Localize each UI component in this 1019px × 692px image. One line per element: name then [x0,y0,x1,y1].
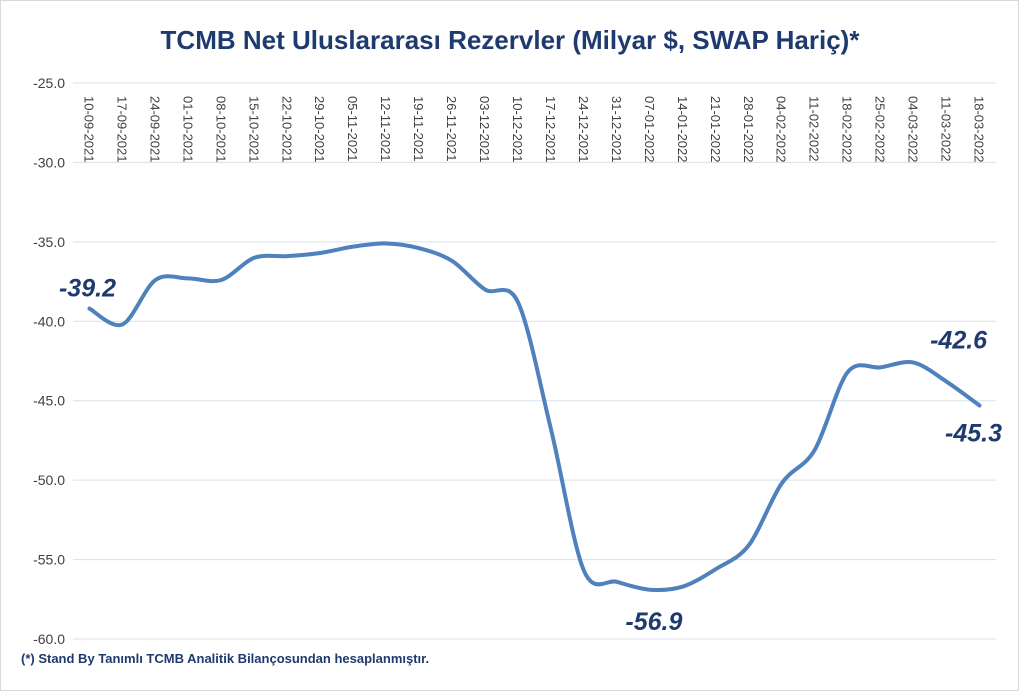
data-label: -39.2 [59,275,116,303]
y-tick-label: -45.0 [33,393,65,409]
x-tick-label: 17-09-2021 [114,96,129,163]
x-tick-label: 04-02-2022 [774,96,789,163]
x-tick-label: 24-09-2021 [147,96,162,163]
x-tick-label: 24-12-2021 [576,96,591,163]
x-tick-label: 21-01-2022 [708,96,723,163]
x-tick-label: 11-03-2022 [939,96,954,162]
data-labels: -39.2 -56.9 -42.6 -45.3 [59,275,1002,636]
y-tick-label: -60.0 [33,631,65,647]
x-tick-label: 29-10-2021 [312,96,327,163]
x-tick-label: 18-03-2022 [972,96,987,162]
y-axis-ticks: -25.0 -30.0 -35.0 -40.0 -45.0 -50.0 -55.0 -60.0 [33,75,65,647]
x-tick-label: 07-01-2022 [642,96,657,163]
chart-title: TCMB Net Uluslararası Rezervler (Milyar … [161,25,861,55]
x-tick-label: 12-11-2021 [378,96,393,162]
x-tick-label: 25-02-2022 [873,96,888,163]
y-tick-label: -50.0 [33,472,65,488]
x-tick-label: 18-02-2022 [840,96,855,163]
x-tick-label: 17-12-2021 [543,96,558,163]
x-tick-label: 05-11-2021 [345,96,360,162]
x-tick-label: 10-12-2021 [510,96,525,163]
footnote: (*) Stand By Tanımlı TCMB Analitik Bilan… [21,651,429,666]
data-label: -56.9 [625,608,682,636]
x-tick-label: 26-11-2021 [444,96,459,162]
x-axis-ticks: 10-09-2021 17-09-2021 24-09-2021 01-10-2021… [81,96,986,163]
x-tick-label: 04-03-2022 [906,96,921,163]
series-line [87,241,982,593]
x-tick-label: 08-10-2021 [213,96,228,163]
grid-lines [73,82,996,640]
x-tick-label: 01-10-2021 [180,96,195,163]
y-tick-label: -25.0 [33,75,65,91]
x-tick-label: 22-10-2021 [279,96,294,163]
y-tick-label: -35.0 [33,234,65,250]
x-tick-label: 14-01-2022 [675,96,690,163]
data-label: -45.3 [945,419,1002,447]
x-tick-label: 11-02-2022 [807,96,822,162]
y-tick-label: -55.0 [33,552,65,568]
x-tick-label: 15-10-2021 [246,96,261,163]
x-tick-label: 10-09-2021 [81,96,96,163]
x-tick-label: 19-11-2021 [411,96,426,162]
data-label: -42.6 [930,327,988,355]
x-tick-label: 31-12-2021 [609,96,624,163]
x-tick-label: 03-12-2021 [477,96,492,163]
series-layer [87,241,982,593]
y-tick-label: -30.0 [33,154,65,170]
x-tick-label: 28-01-2022 [741,96,756,163]
y-tick-label: -40.0 [33,313,65,329]
